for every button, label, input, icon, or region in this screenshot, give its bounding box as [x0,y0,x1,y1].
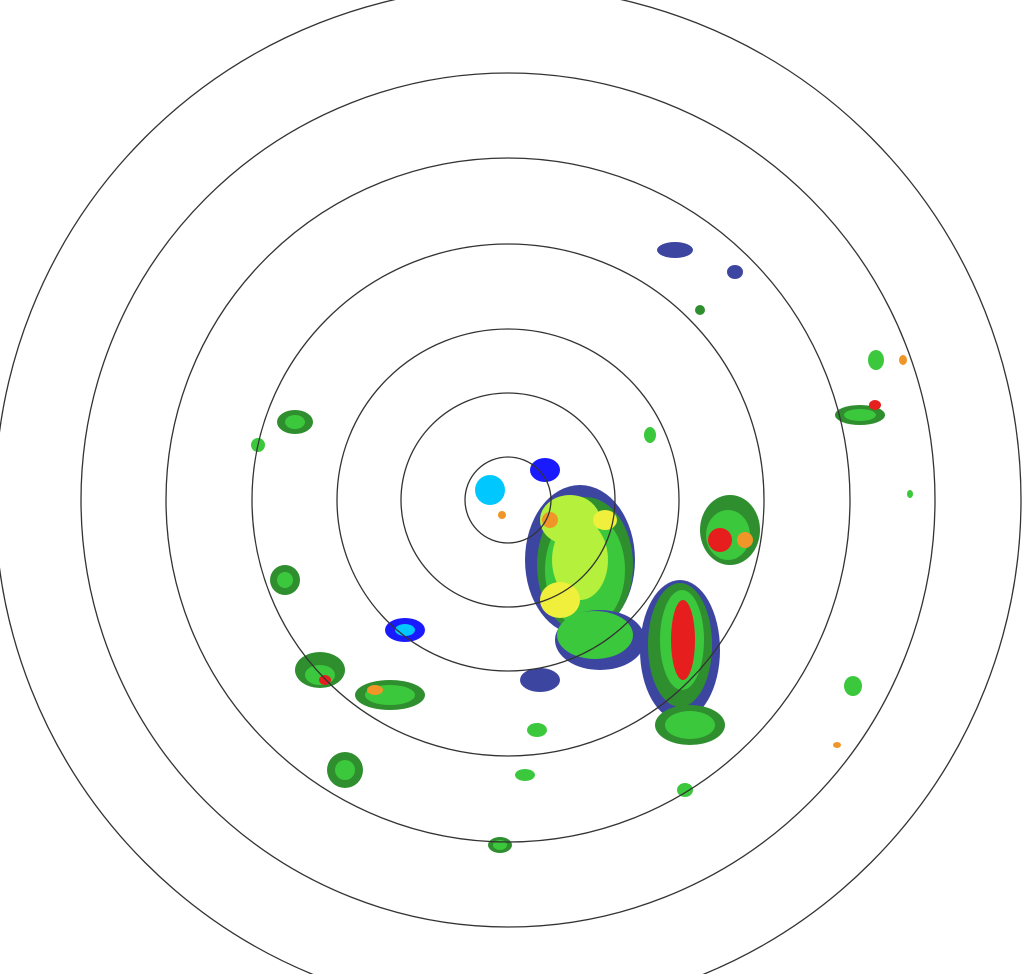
echo-green [515,769,535,781]
echo-orange [899,355,907,365]
echo-orange [498,511,506,519]
echo-orange [833,742,841,748]
echo-orange [367,685,383,695]
echo-green [665,711,715,739]
precipitation-echoes [251,242,913,853]
echo-green [527,723,547,737]
echo-green [677,783,693,797]
echo-green [907,490,913,498]
echo-green [277,572,293,588]
echo-light-green [540,495,600,545]
range-ring [165,157,851,843]
echo-yellow [540,582,580,618]
echo-light-blue [530,458,560,482]
range-ring [400,392,616,608]
echo-dark-blue [657,242,693,258]
echo-green [285,415,305,429]
range-ring [464,456,552,544]
echo-orange [737,532,753,548]
echo-green [644,427,656,443]
echo-dark-green [695,305,705,315]
range-ring [80,72,936,928]
echo-green [844,676,862,696]
echo-dark-blue [520,668,560,692]
echo-very-light [475,475,505,505]
echo-orange [542,512,558,528]
range-ring [336,328,680,672]
echo-green [335,760,355,780]
range-ring [251,243,765,757]
echo-red [671,600,695,680]
echo-green [557,611,633,659]
echo-dark-blue [727,265,743,279]
echo-green [868,350,884,370]
echo-green [844,409,876,421]
echo-red [869,400,881,410]
echo-red [708,528,732,552]
echo-yellow [593,510,617,530]
echo-very-light [395,624,415,636]
